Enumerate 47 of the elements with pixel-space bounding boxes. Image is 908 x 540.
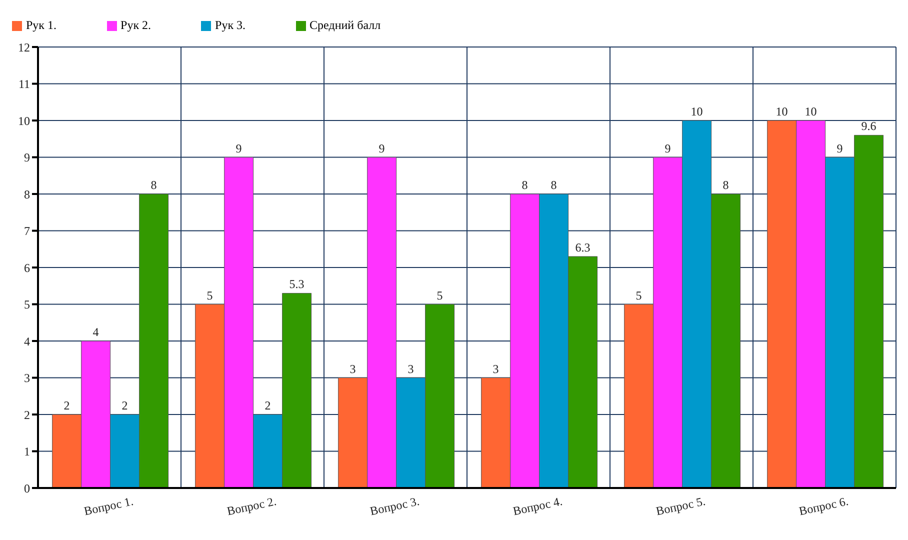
y-tick-label: 8: [24, 187, 30, 202]
data-label: 5: [206, 288, 213, 302]
legend-label: Рук 1.: [26, 18, 57, 32]
data-label: 9.6: [861, 119, 876, 134]
data-label: 3: [408, 362, 414, 376]
legend-label: Рук 3.: [215, 18, 246, 32]
data-label: 6.3: [575, 240, 590, 254]
data-label: 10: [776, 104, 788, 118]
y-tick-label: 5: [24, 298, 30, 312]
data-label: 8: [550, 178, 557, 192]
y-tick-label: 11: [18, 77, 30, 92]
y-tick-label: 7: [24, 224, 30, 238]
data-label: 3: [350, 362, 356, 376]
x-tick-label: Вопрос 4.: [512, 494, 564, 518]
legend-label: Средний балл: [310, 18, 381, 32]
x-tick-label: Вопрос 1.: [82, 494, 135, 518]
data-label: 4: [92, 325, 99, 339]
data-label: 8: [522, 178, 528, 192]
data-label: 9: [836, 141, 843, 156]
y-tick-label: 10: [18, 114, 30, 128]
data-label: 3: [492, 362, 499, 376]
y-tick-label: 3: [24, 371, 30, 386]
legend-label: Рук 2.: [120, 18, 152, 32]
y-tick-label: 4: [24, 334, 30, 348]
data-label: 10: [804, 104, 817, 118]
data-label: 2: [264, 398, 271, 412]
y-tick-label: 12: [18, 40, 30, 54]
data-label: 8: [722, 178, 729, 192]
data-label: 5.3: [289, 277, 304, 292]
data-label: 8: [150, 178, 157, 192]
data-label: 9: [664, 141, 671, 156]
y-tick-label: 1: [24, 444, 30, 459]
data-label: 2: [122, 398, 128, 412]
y-tick-label: 9: [24, 150, 30, 165]
x-tick-label: Вопрос 6.: [798, 494, 850, 518]
data-label: 5: [436, 288, 443, 302]
x-tick-label: Вопрос 5.: [654, 494, 707, 518]
y-tick-label: 2: [24, 408, 30, 422]
x-tick-label: Вопрос 3.: [368, 494, 421, 518]
data-label: 5: [636, 288, 642, 302]
x-tick-label: Вопрос 2.: [226, 494, 278, 518]
y-tick-label: 6: [24, 260, 30, 275]
y-tick-label: 0: [24, 481, 30, 496]
data-label: 9: [236, 141, 242, 156]
data-label: 2: [64, 398, 70, 412]
data-label: 9: [378, 141, 385, 156]
data-label: 10: [690, 104, 703, 118]
